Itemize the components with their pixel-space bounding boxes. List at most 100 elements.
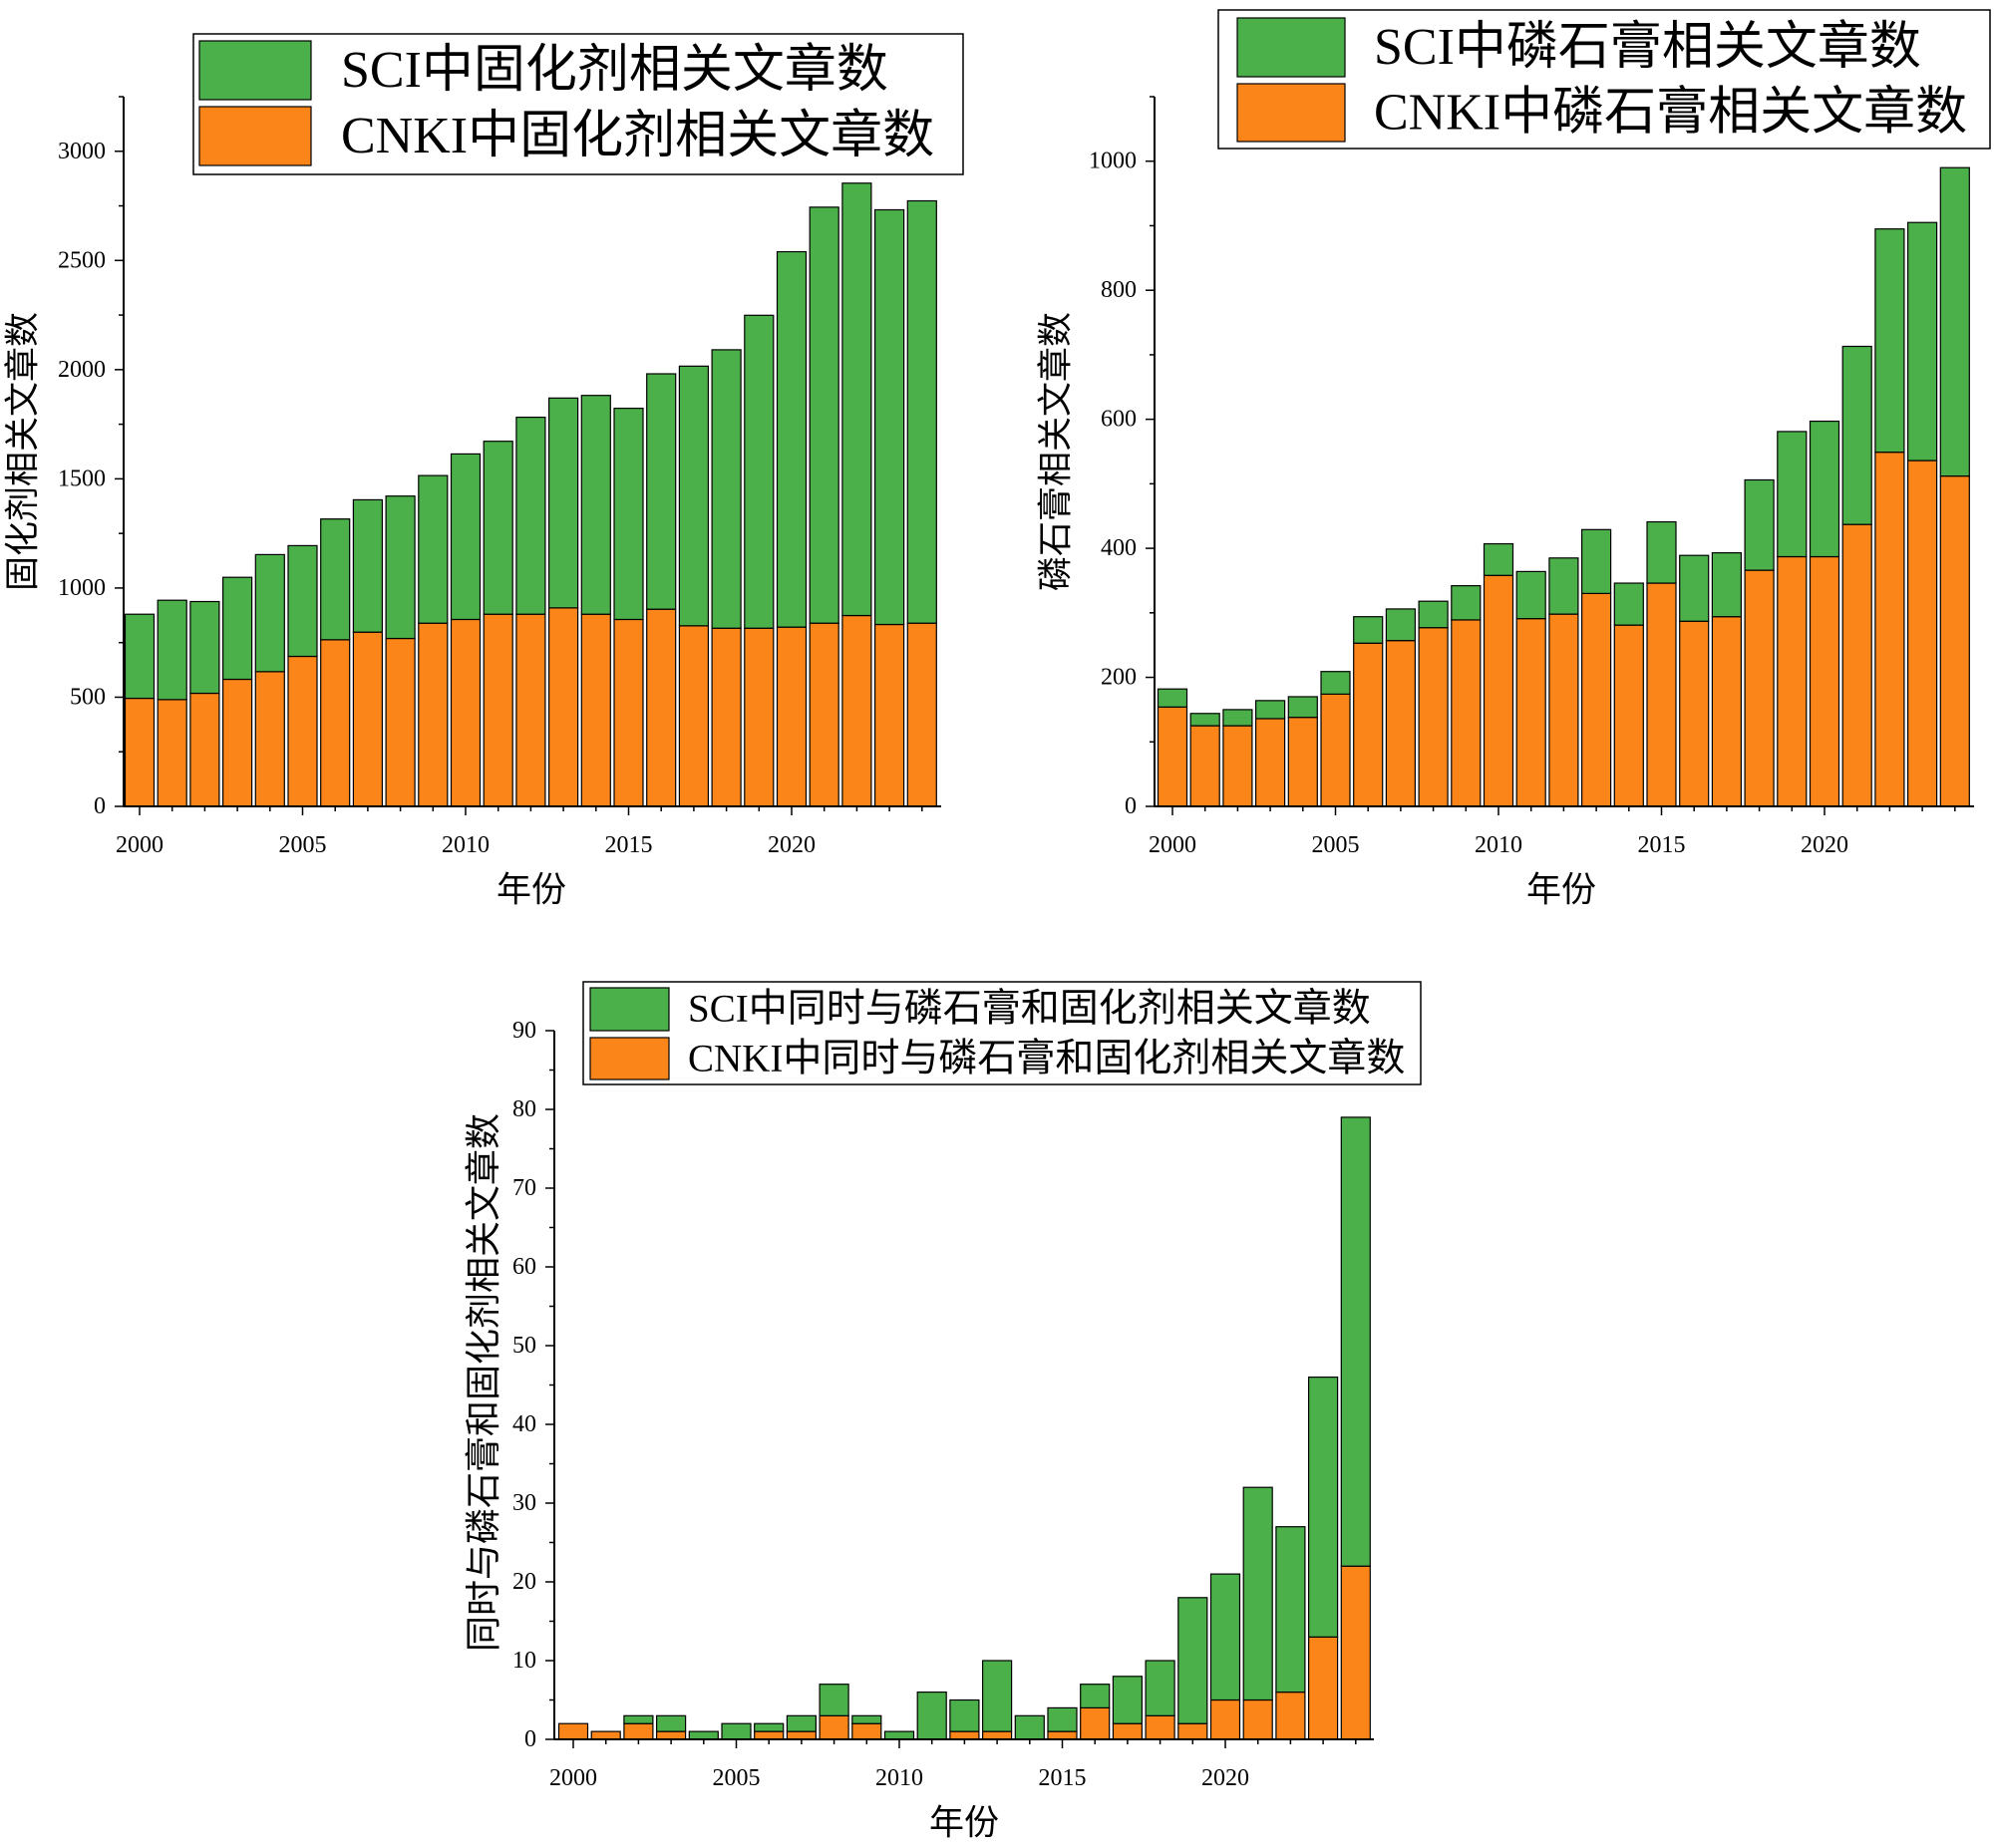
bar-sci-2024 [1939,166,1970,477]
bar-cnki-2024 [1939,475,1970,807]
bar-sci-2004 [1287,696,1318,719]
bar-cnki-2001 [157,699,187,807]
bar-cnki-2014 [580,613,611,807]
y-tick-label: 800 [1101,277,1137,303]
y-tick-label: 200 [1101,665,1137,691]
bar-sci-2013 [1580,528,1612,595]
bar-cnki-2021 [1242,1698,1273,1740]
bar-cnki-2009 [1451,619,1482,807]
bar-sci-2016 [1080,1684,1111,1708]
bar-cnki-2012 [1548,613,1579,807]
y-tick-label: 10 [512,1648,536,1674]
bar-cnki-2021 [1841,523,1872,807]
bar-sci-2006 [754,1722,785,1732]
bar-sci-2011 [1515,570,1546,620]
y-tick-label: 0 [524,1726,536,1752]
legend-label-cnki: CNKI中固化剂相关文章数 [341,107,934,164]
bar-sci-2017 [678,365,710,627]
x-tick-label: 2005 [279,832,327,858]
bar-cnki-2000 [557,1722,589,1740]
bar-cnki-2008 [1418,627,1449,807]
bar-sci-2010 [1483,542,1514,576]
y-tick-label: 30 [512,1490,536,1516]
bar-sci-2021 [809,206,839,624]
bar-sci-2024 [906,199,937,624]
bar-cnki-2003 [1254,718,1286,807]
bar-sci-2017 [1112,1676,1144,1724]
bar-cnki-2012 [949,1730,980,1740]
legend-swatch-sci [198,40,312,101]
y-tick-label: 50 [512,1333,536,1359]
bar-sci-2012 [1548,557,1579,615]
bar-sci-2021 [1841,345,1872,525]
x-tick-label: 2020 [1201,1765,1249,1791]
bar-cnki-2006 [1353,642,1384,807]
y-tick-label: 3000 [58,139,106,164]
bar-sci-2023 [1307,1376,1339,1638]
y-tick-label: 0 [1125,793,1137,819]
y-tick-label: 1000 [1089,149,1137,174]
bar-cnki-2018 [1744,569,1775,807]
bar-cnki-2014 [1613,624,1644,807]
bar-sci-2008 [819,1684,849,1716]
bar-cnki-2013 [1580,592,1612,807]
bar-cnki-2023 [1307,1636,1339,1740]
y-tick-label: 40 [512,1411,536,1437]
bar-sci-2022 [1874,228,1905,454]
y-tick-label: 500 [70,684,106,710]
legend: SCI中固化剂相关文章数 CNKI中固化剂相关文章数 [192,33,964,175]
bar-cnki-2019 [744,627,775,807]
bar-sci-2011 [916,1691,947,1740]
bar-sci-2007 [352,498,383,633]
bar-cnki-2005 [287,655,318,807]
x-axis-title: 年份 [497,871,566,910]
y-tick-label: 1500 [58,465,106,491]
bar-sci-2017 [1711,552,1743,618]
bar-cnki-2022 [1874,452,1905,807]
y-tick-label: 0 [94,793,106,819]
bar-cnki-2024 [906,622,937,807]
bar-sci-2013 [547,397,579,609]
bar-cnki-2010 [1483,574,1514,807]
bar-cnki-2018 [1145,1714,1175,1740]
axes: 0 500 1000 1500 2000 2500 3000 2000 2005 2010 2015… [58,96,941,858]
bar-cnki-2024 [1340,1565,1371,1740]
bar-sci-2010 [450,453,482,621]
bar-sci-2015 [613,408,644,621]
bar-sci-2021 [1242,1486,1273,1701]
axes: 0 10 20 30 40 50 60 70 80 90 2000 2005 2010 2015 2020 [512,1018,1374,1791]
bar-sci-2020 [776,250,808,628]
bar-cnki-2023 [873,623,905,807]
legend-box [192,33,964,175]
bar-sci-2008 [1418,600,1449,629]
legend-swatch-cnki [198,106,312,166]
bar-cnki-2007 [786,1730,818,1740]
x-tick-label: 2015 [1638,832,1686,858]
x-tick-label: 2010 [442,832,490,858]
bar-sci-2008 [385,495,416,640]
bar-cnki-2011 [1515,618,1546,807]
bar-sci-2016 [646,373,677,610]
bar-cnki-2013 [981,1730,1013,1740]
y-axis-title: 固化剂相关文章数 [4,312,43,591]
bar-sci-2002 [1222,709,1253,727]
legend-swatch-sci [589,987,670,1032]
bar-cnki-2007 [352,631,383,807]
bar-sci-2018 [711,349,742,629]
legend-label-cnki: CNKI中同时与磷石膏和固化剂相关文章数 [688,1038,1405,1080]
bar-sci-2015 [1047,1706,1078,1732]
bar-cnki-2002 [189,692,220,807]
bar-sci-2004 [254,553,285,673]
y-axis-title: 磷石膏相关文章数 [1037,312,1076,591]
y-tick-label: 60 [512,1254,536,1280]
chart-hardener-articles: 0 500 1000 1500 2000 2500 3000 2000 2005 2010 2015… [4,33,964,910]
bar-cnki-2016 [1679,620,1710,807]
plot-area: 0 500 1000 1500 2000 2500 3000 2000 2005 2010 2015… [58,96,941,858]
bar-cnki-2001 [590,1730,621,1740]
legend-label-sci: SCI中同时与磷石膏和固化剂相关文章数 [688,988,1371,1031]
bar-cnki-2006 [320,639,351,807]
bar-cnki-2002 [623,1722,654,1740]
bar-sci-2014 [580,395,611,615]
